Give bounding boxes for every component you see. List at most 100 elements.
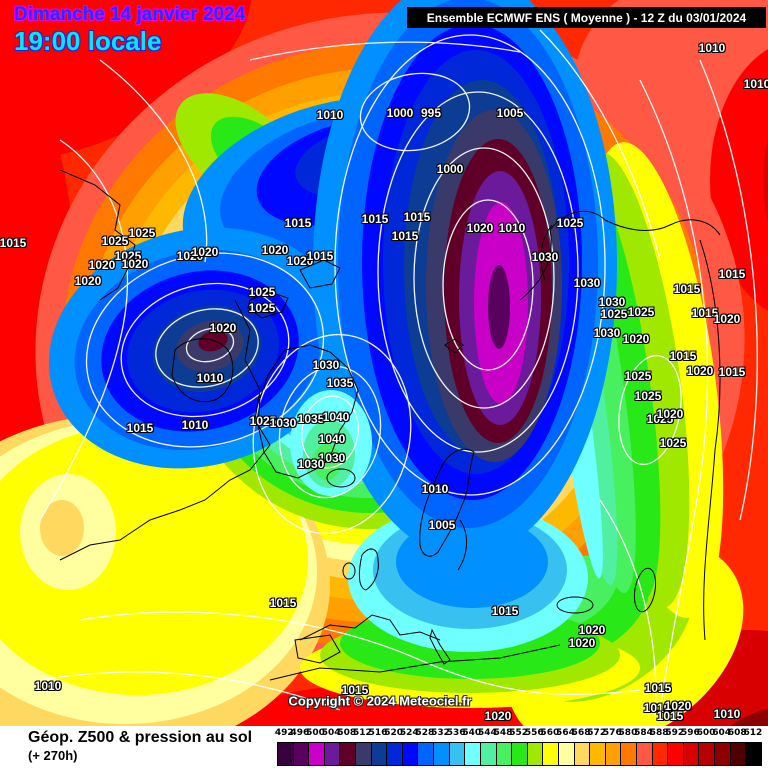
pressure-label: 1015 — [306, 249, 334, 263]
pressure-label: 1025 — [248, 301, 276, 315]
pressure-label: 1030 — [297, 457, 325, 471]
legend-value: 608 — [727, 728, 747, 738]
pressure-label: 1010 — [316, 108, 344, 122]
pressure-label: 1010 — [643, 701, 671, 715]
legend-cell — [621, 742, 638, 766]
legend-cell — [387, 742, 403, 766]
legend-value: 540 — [462, 728, 482, 738]
legend-cell — [605, 742, 622, 766]
pressure-label: 1020 — [209, 321, 237, 335]
legend-cell — [496, 742, 513, 766]
pressure-label: 1020 — [686, 364, 714, 378]
pressure-label: 1020 — [466, 221, 494, 235]
legend-value: 576 — [602, 728, 622, 738]
pressure-label: 1020 — [74, 274, 102, 288]
pressure-label: 1025 — [624, 369, 652, 383]
legend-value: 592 — [665, 728, 685, 738]
pressure-label: 1030 — [318, 451, 346, 465]
legend-cell — [637, 742, 653, 766]
legend-cell — [715, 742, 731, 766]
pressure-label: 1020 — [664, 699, 692, 713]
contour-bands — [0, 0, 768, 726]
legend-cell — [340, 742, 357, 766]
pressure-label: 1015 — [284, 216, 312, 230]
legend-value-labels: 492 496 500 504 508 512 516 520 524 528 532 536 540 5… — [274, 728, 762, 740]
legend-cell — [402, 742, 419, 766]
legend-value: 528 — [415, 728, 435, 738]
legend-value: 520 — [384, 728, 404, 738]
color-scale-legend: 492 496 500 504 508 512 516 520 524 528 532 536 540 5… — [274, 728, 762, 766]
copyright-text: Copyright © 2024 Meteociel.fr — [288, 693, 472, 709]
pressure-label: 1010 — [196, 371, 224, 385]
pressure-label: 1010 — [498, 221, 526, 235]
map-area: 1010 1000 995 1005 1000 1010 1010 1015 1015 1015 1… — [0, 0, 768, 726]
pressure-label: 1025 — [600, 307, 628, 321]
pressure-label: 1015 — [491, 604, 519, 618]
pressure-label: 1020 — [121, 257, 149, 271]
pressure-label: 1020 — [622, 332, 650, 346]
pressure-label: 1025 — [114, 249, 142, 263]
date-block: Dimanche 14 janvier 2024 19:00 locale — [14, 4, 245, 55]
legend-value: 504 — [321, 728, 341, 738]
pressure-label: 1015 — [341, 683, 369, 697]
forecast-hour-label: (+ 270h) — [28, 748, 78, 763]
legend-cell — [527, 742, 544, 766]
pressure-label: 1030 — [573, 276, 601, 290]
legend-cell — [434, 742, 450, 766]
legend-cell — [543, 742, 559, 766]
pressure-label: 1030 — [593, 326, 621, 340]
legend-value: 492 — [274, 728, 294, 738]
legend-value: 536 — [446, 728, 466, 738]
legend-value: 604 — [712, 728, 732, 738]
legend-value: 552 — [509, 728, 528, 738]
legend-value: 544 — [477, 728, 497, 738]
pressure-label: 1015 — [0, 236, 27, 250]
legend-cell — [449, 742, 466, 766]
pressure-label: 1000 — [386, 106, 414, 120]
pressure-label: 1010 — [34, 679, 62, 693]
pressure-label: 1015 — [361, 212, 389, 226]
pressure-label: 1015 — [718, 267, 746, 281]
legend-cell — [558, 742, 575, 766]
pressure-label: 1030 — [269, 416, 297, 430]
pressure-label: 1025 — [101, 234, 129, 248]
pressure-label: 1015 — [673, 282, 701, 296]
legend-value: 560 — [540, 728, 560, 738]
pressure-label: 1015 — [691, 306, 719, 320]
pressure-label: 1010 — [698, 41, 726, 55]
legend-value: 512 — [352, 728, 372, 738]
pressure-label: 1030 — [531, 250, 559, 264]
legend-cell — [324, 742, 341, 766]
pressure-label: 1040 — [318, 432, 346, 446]
legend-cell — [652, 742, 669, 766]
pressure-label: 1020 — [568, 636, 596, 650]
pressure-label: 1020 — [191, 245, 219, 259]
pressure-label: 1030 — [598, 295, 626, 309]
legend-value: 496 — [290, 728, 310, 738]
legend-value: 516 — [368, 728, 388, 738]
legend-cell — [590, 742, 606, 766]
pressure-label: 1005 — [496, 106, 524, 120]
pressure-label: 1000 — [436, 162, 464, 176]
legend-cell — [512, 742, 528, 766]
legend-cell — [293, 742, 310, 766]
pressure-label: 1005 — [428, 518, 456, 532]
pressure-label: 1015 — [126, 421, 154, 435]
legend-value: 508 — [337, 728, 357, 738]
legend-value: 556 — [524, 728, 544, 738]
footer-bar: Géop. Z500 & pression au sol (+ 270h) 49… — [0, 726, 768, 768]
legend-value: 596 — [681, 728, 700, 738]
pressure-label: 1015 — [656, 709, 684, 723]
legend-cell — [668, 742, 684, 766]
legend-cell — [309, 742, 325, 766]
legend-cell — [730, 742, 747, 766]
pressure-label: 1035 — [297, 412, 325, 426]
pressure-label: 1025 — [249, 414, 277, 428]
pressure-label: 1020 — [656, 407, 684, 421]
legend-value: 500 — [306, 728, 325, 738]
pressure-label: 1010 — [713, 707, 741, 721]
legend-cell — [277, 742, 294, 766]
pressure-label: 1025 — [646, 412, 674, 426]
pressure-label: 1025 — [627, 305, 655, 319]
legend-value: 532 — [431, 728, 450, 738]
